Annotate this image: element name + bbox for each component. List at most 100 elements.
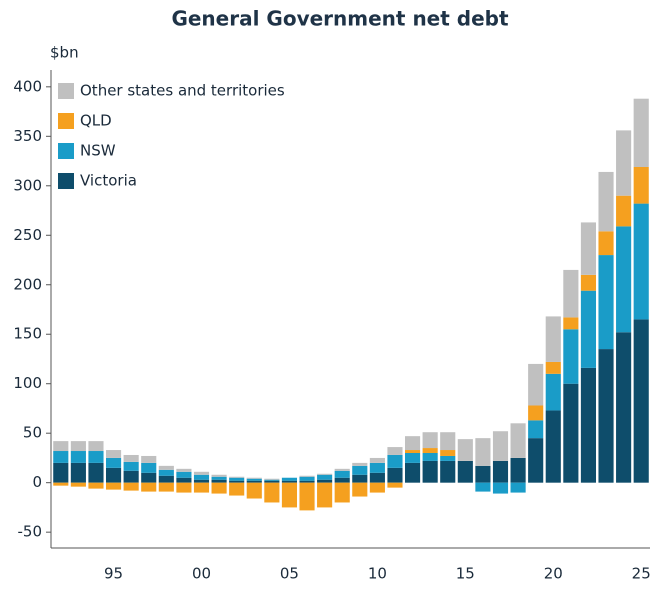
bar-segment: [545, 373, 561, 411]
bar-segment: [633, 166, 649, 204]
bar-segment: [105, 467, 122, 483]
bar-segment: [369, 472, 385, 483]
bar-segment: [264, 482, 280, 503]
legend-swatch: [58, 143, 74, 159]
bar-segment: [563, 383, 579, 483]
bar-segment: [88, 462, 104, 483]
bar-segment: [105, 450, 122, 458]
bar-segment: [545, 316, 561, 362]
bar-segment: [334, 477, 350, 483]
bar-segment: [70, 451, 86, 463]
bar-segment: [123, 454, 139, 462]
bar-segment: [211, 479, 227, 483]
bar-segment: [53, 482, 69, 486]
bar-segment: [141, 462, 157, 473]
bar-segment: [141, 455, 157, 463]
bar-segment: [510, 423, 526, 458]
bar-segment: [176, 471, 192, 478]
bar-segment: [616, 332, 632, 483]
bar-segment: [158, 475, 174, 483]
bar-segment: [387, 467, 403, 483]
bar-segment: [193, 479, 210, 483]
bar-segment: [563, 317, 579, 330]
bar-segment: [299, 475, 315, 477]
bar-segment: [352, 462, 368, 466]
legend-label: NSW: [80, 142, 116, 160]
bar-segment: [88, 441, 104, 452]
bar-segment: [369, 457, 385, 463]
bar-segment: [123, 482, 139, 491]
bar-segment: [193, 474, 210, 480]
y-tick-label: 400: [13, 77, 42, 95]
bar-segment: [105, 482, 122, 490]
bar-segment: [88, 482, 104, 489]
bar-segment: [563, 269, 579, 318]
y-tick-label: 350: [13, 127, 42, 145]
bar-segment: [246, 480, 262, 483]
y-tick-label: -50: [18, 523, 43, 541]
bar-segment: [492, 482, 509, 494]
bar-segment: [123, 461, 139, 471]
bar-segment: [580, 367, 597, 483]
bar-segment: [229, 477, 245, 481]
y-tick-label: 100: [13, 374, 42, 392]
bar-segment: [545, 361, 561, 374]
bar-segment: [352, 474, 368, 483]
bar-segment: [369, 482, 385, 493]
bar-segment: [317, 473, 333, 475]
bar-segment: [580, 274, 597, 291]
bar-segment: [387, 482, 403, 488]
bar-segment: [246, 482, 262, 499]
bar-segment: [563, 329, 579, 384]
bar-segment: [317, 482, 333, 508]
bar-segment: [141, 472, 157, 483]
bar-segment: [352, 465, 368, 475]
bar-segment: [158, 465, 174, 470]
legend-swatch: [58, 113, 74, 129]
bar-segment: [475, 482, 491, 492]
bar-segment: [105, 457, 122, 468]
bar-segment: [229, 480, 245, 483]
y-tick-label: 200: [13, 275, 42, 293]
bar-segment: [528, 405, 544, 421]
bar-segment: [369, 462, 385, 473]
bar-segment: [299, 480, 315, 483]
bar-segment: [457, 439, 473, 461]
bar-segment: [598, 171, 614, 232]
bar-segment: [246, 477, 262, 479]
x-tick-label: 00: [192, 565, 211, 583]
bar-segment: [580, 290, 597, 368]
bar-segment: [176, 482, 192, 493]
bar-segment: [352, 482, 368, 497]
bar-segment: [193, 482, 210, 493]
bar-segment: [70, 482, 86, 487]
bar-segment: [176, 477, 192, 483]
bar-segment: [53, 441, 69, 452]
legend-label: Victoria: [80, 172, 137, 190]
bar-segment: [598, 231, 614, 256]
bar-segment: [616, 130, 632, 196]
bar-segment: [404, 462, 421, 483]
bar-segment: [334, 482, 350, 503]
bar-segment: [510, 482, 526, 493]
chart-title: General Government net debt: [171, 7, 509, 31]
bar-segment: [281, 482, 298, 508]
bar-segment: [422, 460, 438, 483]
bar-segment: [141, 482, 157, 492]
bar-segment: [211, 476, 227, 480]
bar-segment: [422, 432, 438, 449]
bar-segment: [88, 451, 104, 463]
bar-segment: [53, 451, 69, 463]
bar-segment: [229, 476, 245, 478]
legend-label: Other states and territories: [80, 82, 285, 100]
bar-segment: [528, 363, 544, 406]
bar-segment: [404, 436, 421, 451]
y-axis-label: $bn: [50, 44, 79, 62]
bar-segment: [633, 319, 649, 483]
bar-segment: [53, 462, 69, 483]
bar-segment: [317, 479, 333, 483]
bar-segment: [492, 431, 509, 461]
bar-segment: [299, 476, 315, 481]
legend-swatch: [58, 173, 74, 189]
bar-segment: [422, 452, 438, 461]
